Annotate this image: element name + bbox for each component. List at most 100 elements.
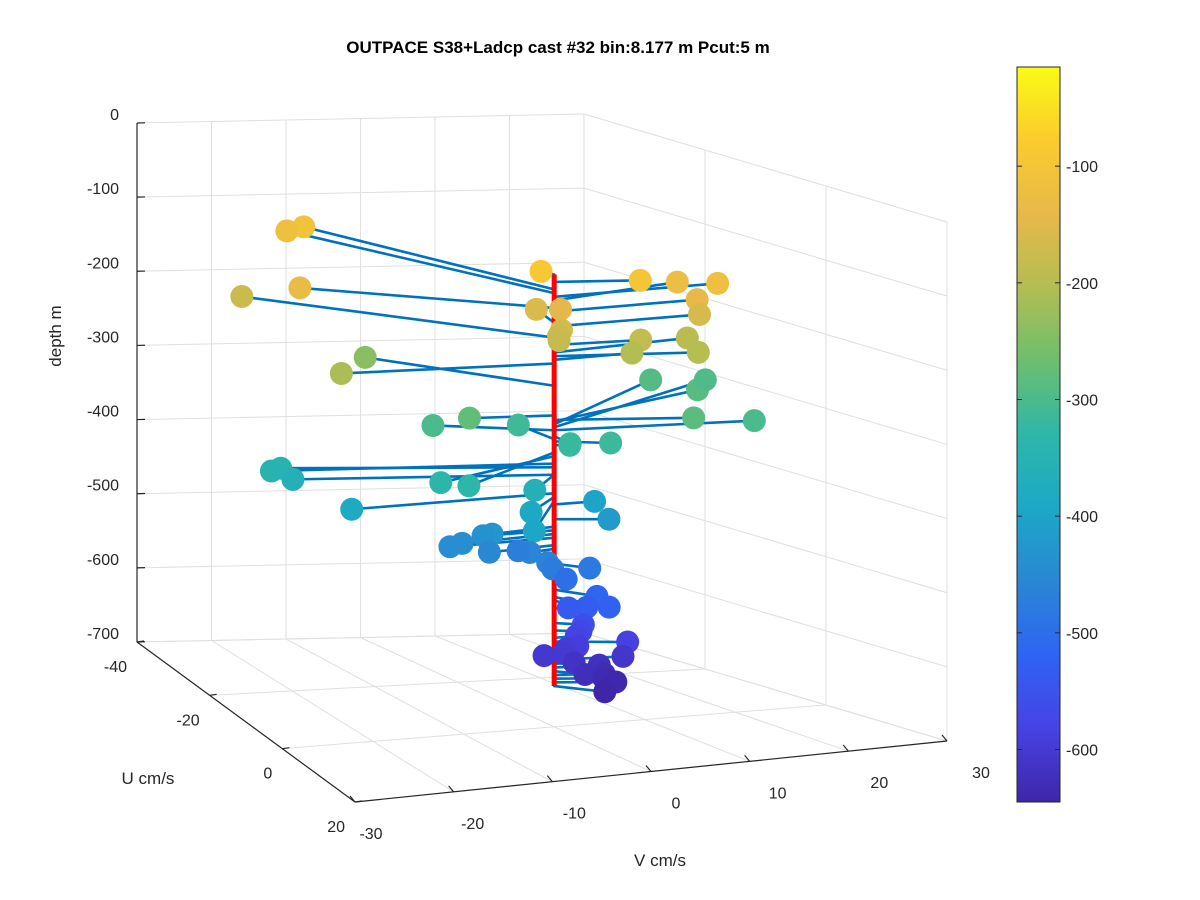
v-grid-line — [211, 640, 454, 793]
velocity-marker — [429, 471, 453, 495]
velocity-marker — [547, 329, 571, 353]
velocity-stick — [340, 362, 556, 375]
side-wall — [584, 114, 947, 741]
velocity-marker — [742, 409, 766, 433]
depth-tick-label: 0 — [110, 107, 119, 124]
velocity-marker — [639, 368, 663, 392]
v-axis-label: V cm/s — [634, 851, 686, 870]
depth-tick-label: -600 — [87, 552, 119, 569]
velocity-marker — [611, 644, 635, 668]
u-tick-label: 20 — [327, 819, 345, 836]
velocity-marker — [578, 556, 602, 580]
velocity-marker — [628, 268, 652, 292]
v-tick-label: 10 — [769, 785, 787, 802]
velocity-marker — [597, 507, 621, 531]
velocity-marker — [599, 431, 623, 455]
u-axis-line — [136, 641, 356, 803]
velocity-stick — [552, 351, 634, 362]
colorbar-labels: -100 -200 -300 -400 -500 -600 — [1066, 159, 1098, 759]
v-tick-label: 20 — [870, 775, 888, 792]
velocity-marker — [529, 259, 553, 283]
velocity-marker — [583, 489, 607, 513]
velocity-marker — [682, 406, 706, 430]
velocity-marker — [522, 519, 546, 543]
v-grid-line — [285, 638, 553, 783]
velocity-stick — [552, 336, 689, 354]
v-grid-line — [360, 637, 652, 772]
grid-lines — [136, 113, 948, 803]
v-axis: -30 -20 -10 0 10 20 30 — [359, 765, 990, 843]
velocity-stick — [439, 454, 556, 484]
velocity-marker — [548, 297, 572, 321]
v-tick-label: 30 — [972, 765, 990, 782]
velocity-stick — [279, 466, 556, 470]
velocity-marker — [519, 500, 543, 524]
velocity-marker — [340, 497, 364, 521]
v-tick-mark — [448, 785, 455, 793]
velocity-stick — [552, 298, 699, 313]
velocity-marker — [524, 297, 548, 321]
velocity-marker — [688, 303, 712, 327]
velocity-marker — [230, 285, 254, 309]
velocity-marker — [275, 219, 299, 243]
v-tick-mark — [744, 754, 751, 762]
velocity-marker — [281, 467, 305, 491]
axis-lines — [136, 122, 948, 803]
depth-tick-label: -700 — [87, 626, 119, 643]
colorbar-ticks — [1017, 165, 1060, 750]
velocity-marker — [438, 535, 462, 559]
velocity-stick — [298, 286, 556, 310]
v-grid-line — [583, 632, 948, 742]
u-grid-line — [136, 632, 585, 643]
velocity-marker — [620, 341, 644, 365]
velocity-stick — [552, 313, 701, 328]
velocity-marker — [477, 540, 501, 564]
velocity-marker — [554, 567, 578, 591]
depth-tick-label: -200 — [87, 255, 119, 272]
depth-grid-line — [583, 484, 948, 594]
u-tick-mark — [209, 693, 217, 696]
u-grid-line — [282, 704, 827, 750]
velocity-marker — [421, 413, 445, 437]
v-tick-label: 0 — [672, 796, 681, 813]
u-axis-label: U cm/s — [122, 769, 175, 788]
velocity-marker — [556, 596, 580, 620]
velocity-marker — [665, 270, 689, 294]
u-tick-mark — [282, 747, 290, 750]
depth-grid-line — [583, 113, 948, 223]
velocity-marker — [506, 413, 530, 437]
chart-title: OUTPACE S38+Ladcp cast #32 bin:8.177 m P… — [346, 38, 769, 57]
velocity-marker — [457, 406, 481, 430]
velocity-markers — [230, 215, 766, 704]
velocity-stick — [552, 280, 679, 302]
depth-tick-label: -500 — [87, 478, 119, 495]
velocity-stick — [291, 473, 556, 481]
velocity-marker — [523, 478, 547, 502]
v-tick-label: -20 — [461, 816, 484, 833]
u-axis: -40 -20 0 20 — [104, 659, 345, 836]
velocity-stick — [552, 419, 756, 432]
depth-tick-label: -300 — [87, 329, 119, 346]
colorbar: -100 -200 -300 -400 -500 -600 — [1016, 66, 1098, 803]
velocity-marker — [457, 474, 481, 498]
velocity-stick — [363, 356, 556, 388]
velocity-marker — [532, 644, 556, 668]
v-grid-line — [434, 635, 750, 762]
velocity-marker — [558, 433, 582, 457]
v-tick-label: -30 — [359, 826, 382, 843]
v-tick-mark — [842, 744, 849, 752]
depth-tick-label: -100 — [87, 181, 119, 198]
colorbar-tick-label: -200 — [1066, 276, 1098, 293]
v-tick-label: -10 — [563, 806, 586, 823]
velocity-marker — [288, 276, 312, 300]
colorbar-tick-label: -300 — [1066, 393, 1098, 410]
velocity-marker — [593, 680, 617, 704]
depth-grid-line — [583, 187, 948, 297]
velocity-marker — [353, 345, 377, 369]
colorbar-tick-label: -400 — [1066, 509, 1098, 526]
velocity-stick — [431, 424, 556, 432]
velocity-stick — [552, 279, 642, 284]
velocity-marker — [693, 368, 717, 392]
velocity-marker — [573, 662, 597, 686]
